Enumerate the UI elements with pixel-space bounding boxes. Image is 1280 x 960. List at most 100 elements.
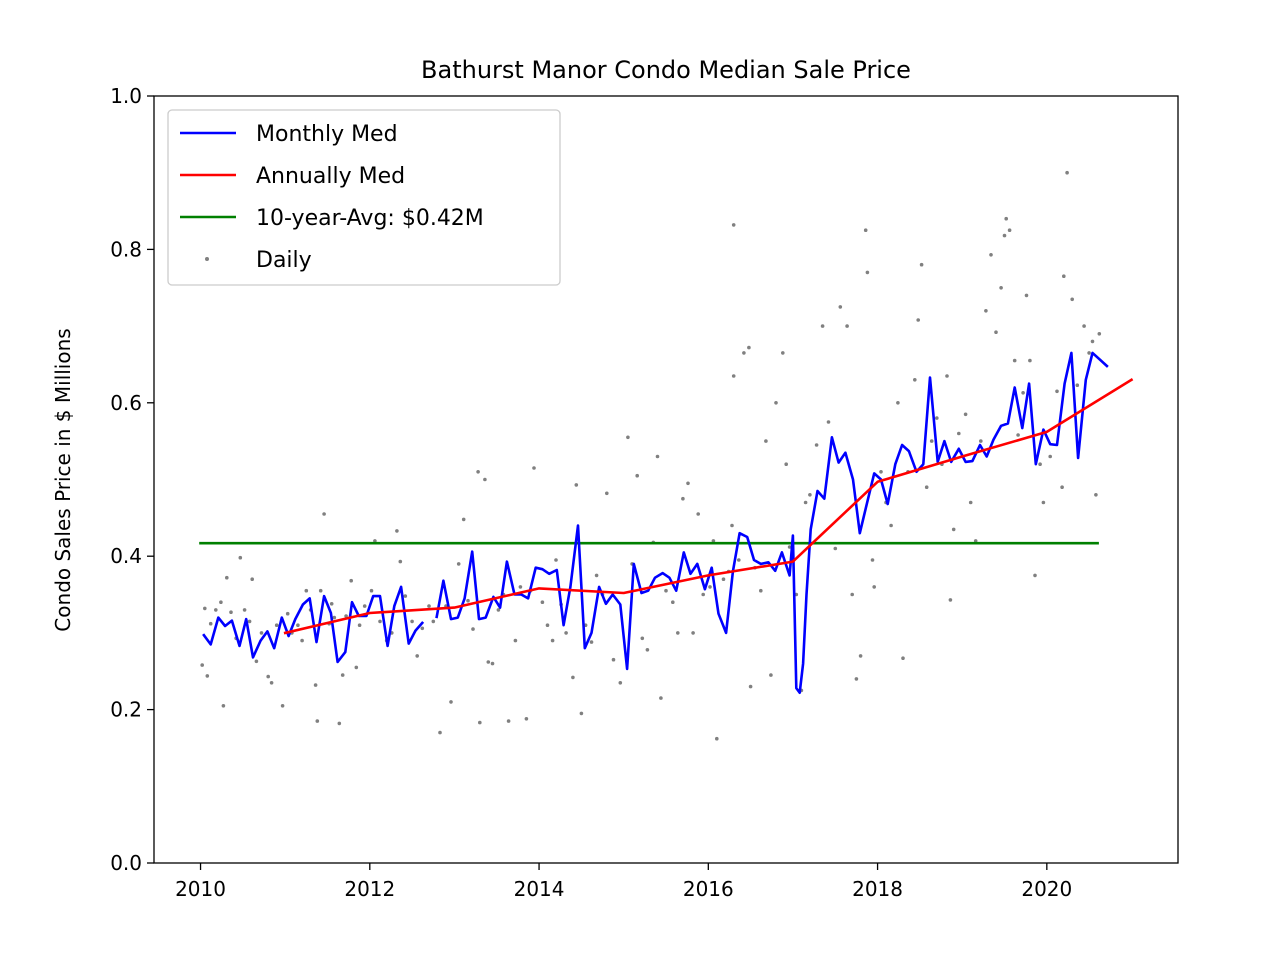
- y-tick-label: 0.4: [110, 544, 142, 568]
- daily-point: [313, 683, 318, 687]
- daily-point: [369, 588, 374, 593]
- daily-point: [564, 631, 568, 635]
- daily-point: [203, 606, 207, 611]
- daily-point: [731, 374, 736, 378]
- daily-point: [200, 663, 204, 667]
- y-axis: 0.0 0.2 0.4 0.6 0.8 1.0: [110, 84, 154, 875]
- daily-point: [764, 439, 768, 443]
- daily-point: [748, 684, 753, 689]
- daily-point: [1016, 433, 1020, 437]
- daily-point: [373, 539, 377, 543]
- daily-point: [1070, 297, 1074, 302]
- daily-point: [1041, 500, 1046, 505]
- x-tick-label: 2010: [175, 877, 226, 901]
- daily-point: [814, 443, 819, 447]
- daily-point: [872, 585, 876, 589]
- daily-point: [318, 588, 323, 593]
- daily-point: [589, 640, 594, 644]
- legend-label-monthly-med: Monthly Med: [256, 122, 398, 147]
- daily-point: [919, 262, 924, 267]
- daily-point: [963, 412, 968, 417]
- daily-point: [655, 454, 660, 459]
- daily-point: [1075, 383, 1080, 388]
- daily-point: [254, 659, 259, 664]
- y-tick-label: 0.8: [110, 237, 142, 261]
- daily-point: [247, 619, 252, 624]
- legend: Monthly Med Annually Med 10-year-Avg: $0.4…: [167, 109, 561, 286]
- daily-point: [238, 555, 243, 560]
- daily-point: [759, 588, 763, 593]
- daily-point: [640, 636, 645, 641]
- daily-point: [513, 638, 518, 643]
- daily-point: [901, 656, 905, 660]
- daily-point: [769, 673, 773, 677]
- daily-point: [850, 592, 854, 597]
- daily-point: [532, 466, 536, 470]
- monthly-med-line: [202, 351, 1109, 694]
- daily-point: [329, 602, 334, 606]
- daily-point: [708, 585, 712, 589]
- daily-point: [322, 512, 326, 516]
- daily-point: [349, 578, 354, 583]
- daily-point: [747, 345, 751, 350]
- daily-point: [476, 470, 480, 474]
- daily-point: [787, 545, 792, 549]
- daily-point: [1097, 332, 1102, 336]
- daily-point: [999, 286, 1003, 290]
- daily-point: [865, 270, 870, 275]
- daily-point: [681, 496, 685, 501]
- daily-point: [820, 324, 825, 328]
- daily-point: [1060, 485, 1064, 490]
- x-tick-label: 2014: [514, 877, 565, 901]
- daily-point: [784, 462, 788, 467]
- daily-point: [701, 592, 705, 597]
- daily-point: [344, 614, 348, 618]
- legend-label-annually-med: Annually Med: [256, 164, 405, 189]
- annually-med-line: [283, 378, 1134, 635]
- daily-point: [304, 588, 309, 593]
- daily-point: [731, 223, 736, 227]
- daily-point: [471, 627, 475, 631]
- daily-point: [1021, 391, 1025, 395]
- daily-point: [300, 638, 304, 643]
- daily-point: [711, 539, 716, 543]
- daily-point: [415, 654, 420, 658]
- daily-point: [208, 621, 213, 626]
- daily-point: [506, 719, 511, 723]
- daily-point: [545, 623, 550, 627]
- daily-point: [266, 674, 271, 679]
- daily-point: [737, 558, 741, 562]
- daily-point: [420, 626, 425, 631]
- daily-point: [626, 435, 630, 440]
- daily-point: [431, 619, 436, 624]
- daily-point: [1004, 216, 1008, 221]
- daily-point: [1024, 293, 1029, 298]
- daily-point: [332, 615, 337, 620]
- x-tick-label: 2012: [344, 877, 395, 901]
- daily-point: [635, 473, 639, 478]
- daily-point: [696, 512, 700, 516]
- daily-point: [854, 677, 859, 681]
- daily-point: [214, 608, 218, 612]
- y-tick-label: 0.6: [110, 391, 142, 415]
- daily-point: [1012, 358, 1017, 363]
- daily-point: [808, 493, 812, 497]
- daily-point: [229, 610, 233, 614]
- daily-point: [354, 665, 359, 670]
- daily-point: [721, 577, 726, 581]
- daily-point: [989, 253, 993, 257]
- daily-point: [225, 575, 229, 580]
- x-tick-label: 2016: [683, 877, 734, 901]
- daily-point: [611, 657, 616, 662]
- daily-point: [1087, 351, 1091, 355]
- y-tick-label: 1.0: [110, 84, 142, 108]
- daily-point: [478, 720, 482, 725]
- daily-point: [315, 719, 320, 723]
- daily-point: [742, 351, 746, 355]
- daily-point: [540, 600, 545, 604]
- daily-point: [242, 608, 247, 612]
- daily-point: [659, 696, 663, 700]
- daily-point: [574, 483, 579, 487]
- daily-point: [1033, 573, 1037, 578]
